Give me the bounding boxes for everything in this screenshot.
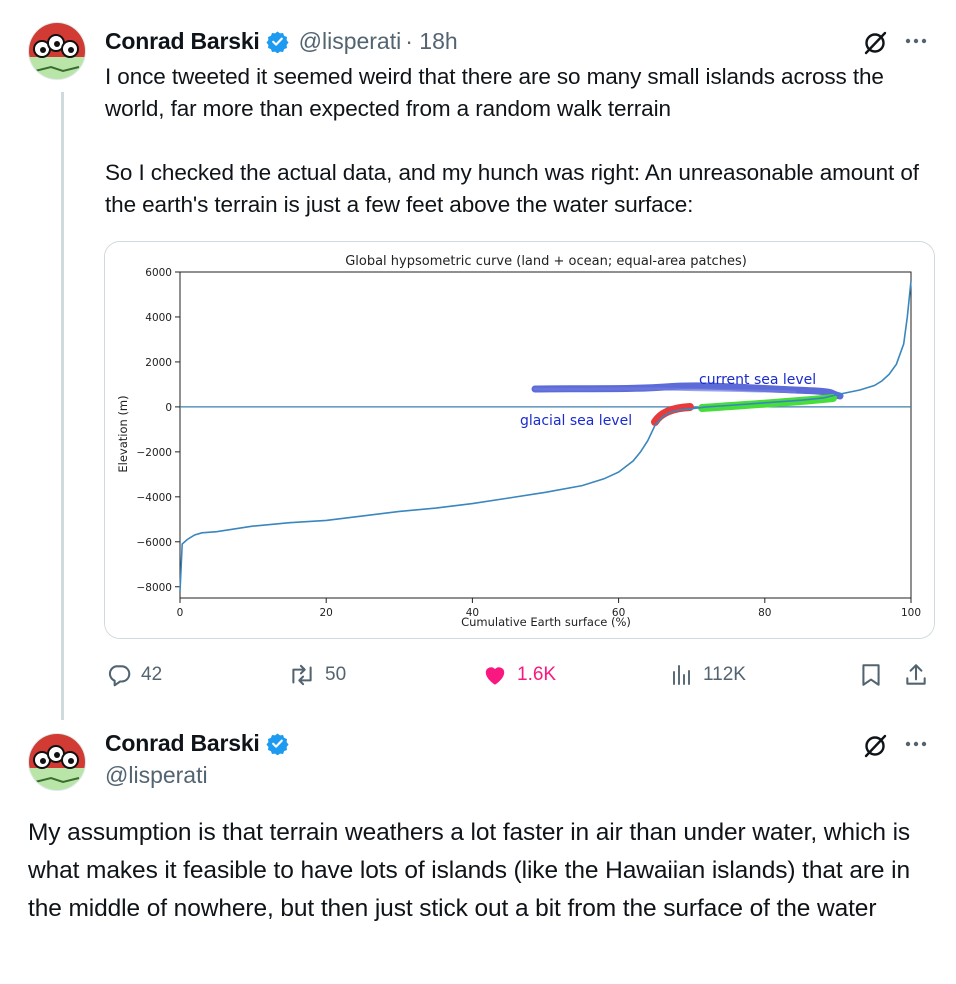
x-axis-label: Cumulative Earth surface (%)	[461, 615, 631, 629]
x-tick-label: 20	[320, 607, 333, 619]
grok-icon	[864, 734, 887, 758]
grok-button[interactable]	[862, 30, 888, 61]
like-button[interactable]: 1.6K	[482, 662, 556, 688]
x-tick-label: 0	[177, 607, 184, 619]
x-tick-label: 100	[901, 607, 921, 619]
y-tick-label: −2000	[136, 447, 172, 459]
y-tick-label: −8000	[136, 582, 172, 594]
chart-title: Global hypsometric curve (land + ocean; …	[345, 254, 747, 269]
tweet2-header: Conrad Barski	[105, 730, 289, 757]
repost-count: 50	[325, 664, 347, 685]
glacial-sea-level-label: glacial sea level	[520, 413, 632, 429]
current-sea-level-label: current sea level	[699, 372, 816, 388]
grok-button-2[interactable]	[862, 733, 888, 764]
hypsometric-chart: Global hypsometric curve (land + ocean; …	[105, 242, 934, 638]
y-axis-label: Elevation (m)	[116, 395, 130, 472]
repost-button[interactable]: 50	[288, 662, 346, 688]
views-count: 112K	[703, 664, 746, 685]
hypsometric-curve	[179, 280, 912, 592]
more-options-button-2[interactable]	[903, 731, 929, 762]
like-count: 1.6K	[517, 664, 557, 685]
verified-badge-icon	[266, 31, 289, 53]
heart-icon	[485, 667, 505, 685]
current-sea-level-scribble-overlay	[533, 387, 797, 394]
tweet-media-chart[interactable]: Global hypsometric curve (land + ocean; …	[104, 241, 935, 639]
y-tick-label: −4000	[136, 492, 172, 504]
more-dots-icon	[905, 38, 927, 44]
tweet-timestamp[interactable]: · 18h	[405, 28, 458, 54]
cartoon-eyes-avatar-icon	[29, 734, 85, 790]
author-handle-2[interactable]: @lisperati	[105, 762, 208, 788]
reply-count: 42	[141, 664, 163, 685]
bookmark-icon	[862, 664, 880, 686]
plot-area	[179, 271, 912, 599]
tweet-header: Conrad Barski @lisperati · 18h	[105, 28, 458, 55]
y-tick-label: −6000	[136, 537, 172, 549]
tweet-text: I once tweeted it seemed weird that ther…	[105, 64, 919, 217]
author-name-2[interactable]: Conrad Barski	[105, 730, 260, 756]
x-tick-label: 60	[612, 607, 625, 619]
share-button[interactable]	[903, 662, 929, 693]
thread-connector-line	[61, 92, 64, 720]
grok-icon	[864, 31, 887, 55]
author-handle[interactable]: @lisperati	[298, 28, 402, 54]
verified-badge-icon	[266, 733, 289, 755]
reply-icon	[108, 665, 131, 687]
author-name[interactable]: Conrad Barski	[105, 28, 260, 54]
more-dots-icon	[905, 741, 927, 747]
share-icon	[906, 664, 926, 685]
more-options-button[interactable]	[903, 28, 929, 60]
repost-icon	[292, 664, 312, 686]
y-tick-label: 0	[165, 402, 172, 414]
author-avatar[interactable]	[28, 22, 86, 80]
tweet2-text: My assumption is that terrain weathers a…	[28, 819, 911, 922]
reply-button[interactable]: 42	[106, 662, 162, 688]
y-tick-label: 6000	[145, 267, 172, 279]
views-chart-icon	[673, 665, 690, 685]
views-button[interactable]: 112K	[670, 662, 746, 688]
glacial-sea-level-mark	[651, 403, 694, 426]
y-tick-label: 2000	[145, 357, 172, 369]
x-tick-label: 40	[466, 607, 479, 619]
bookmark-button[interactable]	[858, 662, 884, 693]
y-tick-label: 4000	[145, 312, 172, 324]
cartoon-eyes-avatar-icon	[29, 23, 85, 79]
author-avatar-2[interactable]	[28, 733, 86, 791]
x-tick-label: 80	[758, 607, 771, 619]
